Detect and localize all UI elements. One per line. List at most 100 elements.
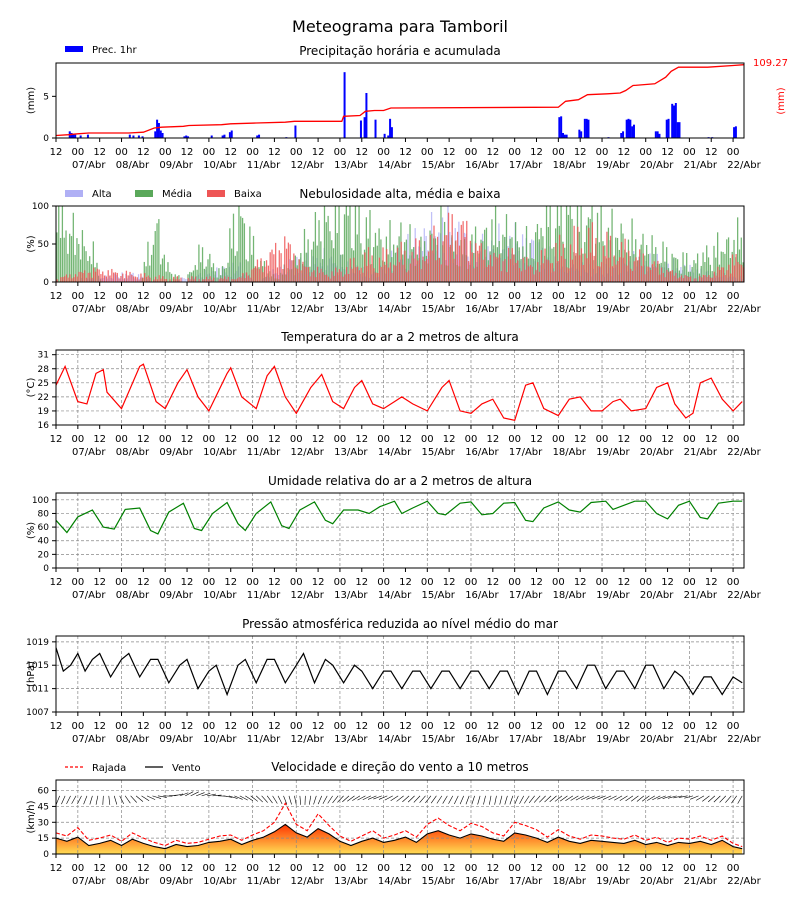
cloud-bar-low <box>489 254 492 282</box>
cloud-bar-low <box>710 277 712 282</box>
cloud-bar-mid <box>524 256 526 282</box>
wind-arrow <box>549 795 557 802</box>
x-day-label: 10/Abr <box>203 876 237 887</box>
cloud-bar-mid <box>351 248 353 282</box>
cloud-bar-low <box>329 278 331 282</box>
cloud-bar-low <box>404 250 406 282</box>
cloud-bar-low <box>269 252 271 282</box>
wind-arrow <box>327 795 333 804</box>
cloud-bar-low <box>189 279 191 282</box>
y-tick-label: 30 <box>38 818 50 828</box>
cloud-bar-mid <box>580 206 582 282</box>
cloud-bar-mid <box>69 233 71 282</box>
cloud-bar-low <box>362 272 364 282</box>
cloud-bar-low <box>597 266 599 282</box>
cloud-bar-low <box>689 276 692 282</box>
x-day-label: 20/Abr <box>640 160 674 171</box>
y-tick-label: 1015 <box>26 661 49 671</box>
x-day-label: 21/Abr <box>684 447 718 458</box>
precip-bar <box>86 134 89 138</box>
x-tick-label: 12 <box>224 577 237 588</box>
cloud-bar-low <box>311 272 313 282</box>
x-day-label: 22/Abr <box>727 304 761 315</box>
cloud-bar-low <box>56 279 58 282</box>
cloud-bar-low <box>542 263 544 282</box>
cloud-bar-low <box>336 272 339 282</box>
cloud-bar-low <box>344 274 346 282</box>
x-day-label: 22/Abr <box>727 447 761 458</box>
cloud-bar-mid <box>631 218 633 282</box>
cloud-bar-low <box>102 271 104 282</box>
cloud-bar-mid <box>709 264 711 282</box>
x-tick-label: 00 <box>71 434 84 445</box>
cloud-bar-low <box>555 242 557 282</box>
cloud-bar-low <box>491 266 493 282</box>
precip-bar <box>674 103 677 138</box>
wind-arrow <box>539 795 546 803</box>
x-day-label: 07/Abr <box>72 734 106 745</box>
cloud-bar-low <box>298 259 300 282</box>
precip-bar <box>363 117 366 138</box>
cloud-bar-mid <box>514 222 517 282</box>
cloud-bar-low <box>256 259 259 282</box>
cloud-bar-mid <box>165 271 167 282</box>
x-tick-label: 12 <box>93 147 106 158</box>
x-day-label: 17/Abr <box>509 876 543 887</box>
cloud-bar-low <box>218 279 220 282</box>
wind-arrow <box>636 795 645 802</box>
x-tick-label: 00 <box>465 434 478 445</box>
cloud-bar-low <box>387 267 390 282</box>
cloud-bar-low <box>282 269 284 282</box>
x-tick-label: 00 <box>465 721 478 732</box>
x-tick-label: 00 <box>727 577 740 588</box>
cloud-bar-low <box>264 266 266 282</box>
x-day-label: 08/Abr <box>116 590 150 601</box>
cloud-bar-mid <box>225 268 227 282</box>
cloud-bar-low <box>664 277 666 282</box>
cloud-bar-mid <box>322 259 324 282</box>
wind-arrow <box>504 795 508 805</box>
x-tick-label: 12 <box>224 291 237 302</box>
cloud-bar-low <box>688 276 690 282</box>
cloud-bar-mid <box>149 265 151 282</box>
cloud-bar-mid <box>63 237 65 282</box>
x-tick-label: 12 <box>181 863 194 874</box>
x-tick-label: 00 <box>465 577 478 588</box>
cloud-bar-mid <box>662 241 664 282</box>
wind-arrow <box>357 795 366 801</box>
y-tick-label: 15 <box>38 834 49 844</box>
wind-arrow <box>119 795 125 805</box>
cloud-bar-mid <box>671 253 673 282</box>
x-tick-label: 00 <box>508 291 521 302</box>
cloud-bar-low <box>122 273 124 282</box>
cloud-bar-low <box>253 268 255 282</box>
x-tick-label: 12 <box>312 577 325 588</box>
cloud-bar-mid <box>611 208 613 282</box>
cloud-bar-mid <box>560 206 562 282</box>
cloud-bar-mid <box>67 253 69 282</box>
wind-arrow <box>459 795 464 805</box>
cloud-bar-high <box>438 232 440 282</box>
precip-bar <box>734 126 737 138</box>
cloud-bar-mid <box>616 237 619 282</box>
wind-panel: Velocidade e direção do vento a 10 metro… <box>26 760 762 887</box>
precip-bar <box>654 131 657 138</box>
cloud-bar-low <box>275 242 277 282</box>
cloud-bar-low <box>375 272 377 282</box>
wind-arrow <box>77 795 82 805</box>
x-day-label: 20/Abr <box>640 876 674 887</box>
x-tick-label: 00 <box>421 721 434 732</box>
cloud-bar-low <box>111 268 113 282</box>
cloud-bar-low <box>400 241 402 282</box>
cloud-bar-mid <box>589 218 591 282</box>
x-tick-label: 12 <box>530 434 543 445</box>
precip-bar <box>72 133 75 138</box>
cloud-bar-mid <box>571 218 573 282</box>
legend-swatch-cloud <box>207 190 225 197</box>
x-tick-label: 12 <box>486 577 499 588</box>
y-tick-label: 100 <box>32 202 49 212</box>
x-day-label: 09/Abr <box>159 160 193 171</box>
x-day-label: 17/Abr <box>509 734 543 745</box>
cloud-bar-low <box>369 264 371 282</box>
plot-border <box>55 205 745 283</box>
